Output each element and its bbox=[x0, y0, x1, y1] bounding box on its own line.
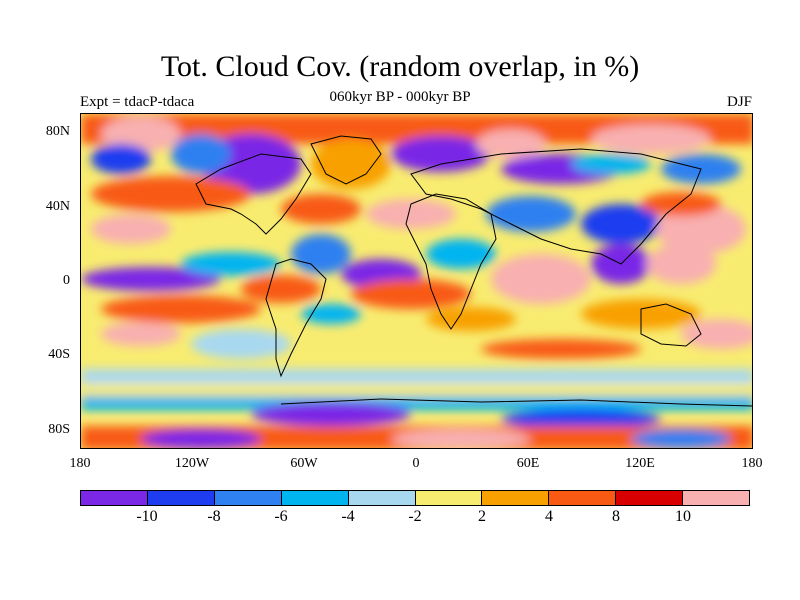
colorbar-label: 4 bbox=[529, 508, 569, 526]
colorbar-label: -6 bbox=[261, 508, 301, 526]
colorbar-label: 2 bbox=[462, 508, 502, 526]
season-label: DJF bbox=[727, 93, 752, 111]
colorbar-swatch bbox=[416, 491, 483, 505]
y-tick-label: 40N bbox=[30, 199, 70, 215]
map-canvas bbox=[81, 114, 753, 449]
y-tick-label: 40S bbox=[30, 347, 70, 363]
colorbar-label: 8 bbox=[596, 508, 636, 526]
x-tick-label: 120W bbox=[162, 456, 222, 472]
colorbar-swatch bbox=[482, 491, 549, 505]
colorbar-swatch bbox=[81, 491, 148, 505]
colorbar-label: 10 bbox=[663, 508, 703, 526]
colorbar-swatch bbox=[148, 491, 215, 505]
colorbar-label: -4 bbox=[328, 508, 368, 526]
y-tick-label: 80N bbox=[30, 124, 70, 140]
colorbar-swatch bbox=[683, 491, 749, 505]
colorbar-swatch bbox=[616, 491, 683, 505]
x-tick-label: 60E bbox=[498, 456, 558, 472]
colorbar-swatch bbox=[549, 491, 616, 505]
colorbar-label: -8 bbox=[194, 508, 234, 526]
colorbar-label: -2 bbox=[395, 508, 435, 526]
colorbar-swatch bbox=[349, 491, 416, 505]
y-tick-label: 0 bbox=[30, 273, 70, 289]
experiment-label: Expt = tdacP-tdaca bbox=[80, 93, 194, 111]
y-tick-label: 80S bbox=[30, 422, 70, 438]
map-title: Tot. Cloud Cov. (random overlap, in %) bbox=[0, 50, 800, 84]
cloud-cover-map bbox=[80, 113, 753, 449]
colorbar-label: -10 bbox=[127, 508, 167, 526]
x-tick-label: 120E bbox=[610, 456, 670, 472]
colorbar-swatch bbox=[215, 491, 282, 505]
x-tick-label: 0 bbox=[386, 456, 446, 472]
colorbar bbox=[80, 490, 750, 506]
colorbar-swatch bbox=[282, 491, 349, 505]
x-tick-label: 180 bbox=[722, 456, 782, 472]
x-tick-label: 180 bbox=[50, 456, 110, 472]
x-tick-label: 60W bbox=[274, 456, 334, 472]
